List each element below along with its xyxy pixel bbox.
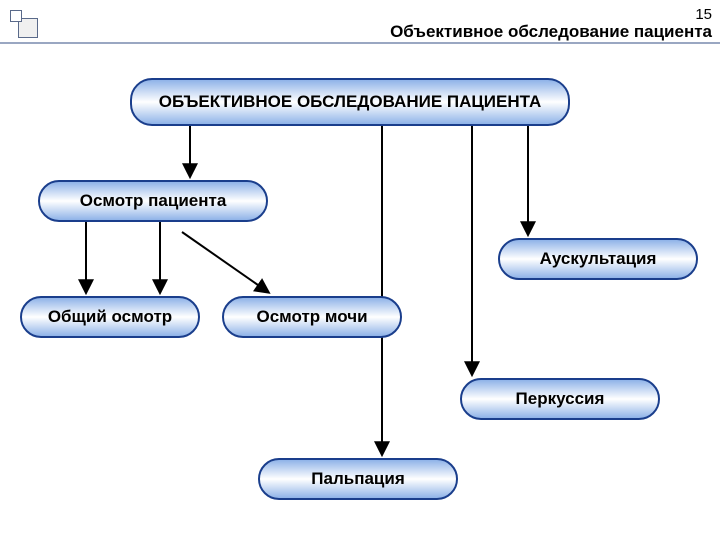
node-urine-exam: Осмотр мочи (222, 296, 402, 338)
node-percussion: Перкуссия (460, 378, 660, 420)
header-divider (0, 42, 720, 44)
node-ausc-label: Аускультация (540, 249, 657, 269)
node-palpation: Пальпация (258, 458, 458, 500)
node-inspect-patient: Осмотр пациента (38, 180, 268, 222)
header-title: Объективное обследование пациента (390, 22, 712, 42)
node-general-exam: Общий осмотр (20, 296, 200, 338)
corner-decoration (10, 10, 44, 44)
page-number: 15 (695, 6, 712, 23)
node-inspect-label: Осмотр пациента (80, 191, 227, 211)
node-root-label: ОБЪЕКТИВНОЕ ОБСЛЕДОВАНИЕ ПАЦИЕНТА (159, 92, 541, 112)
node-palp-label: Пальпация (311, 469, 404, 489)
node-root: ОБЪЕКТИВНОЕ ОБСЛЕДОВАНИЕ ПАЦИЕНТА (130, 78, 570, 126)
node-general-label: Общий осмотр (48, 307, 172, 327)
node-urine-label: Осмотр мочи (256, 307, 367, 327)
node-percuss-label: Перкуссия (516, 389, 605, 409)
node-auscultation: Аускультация (498, 238, 698, 280)
